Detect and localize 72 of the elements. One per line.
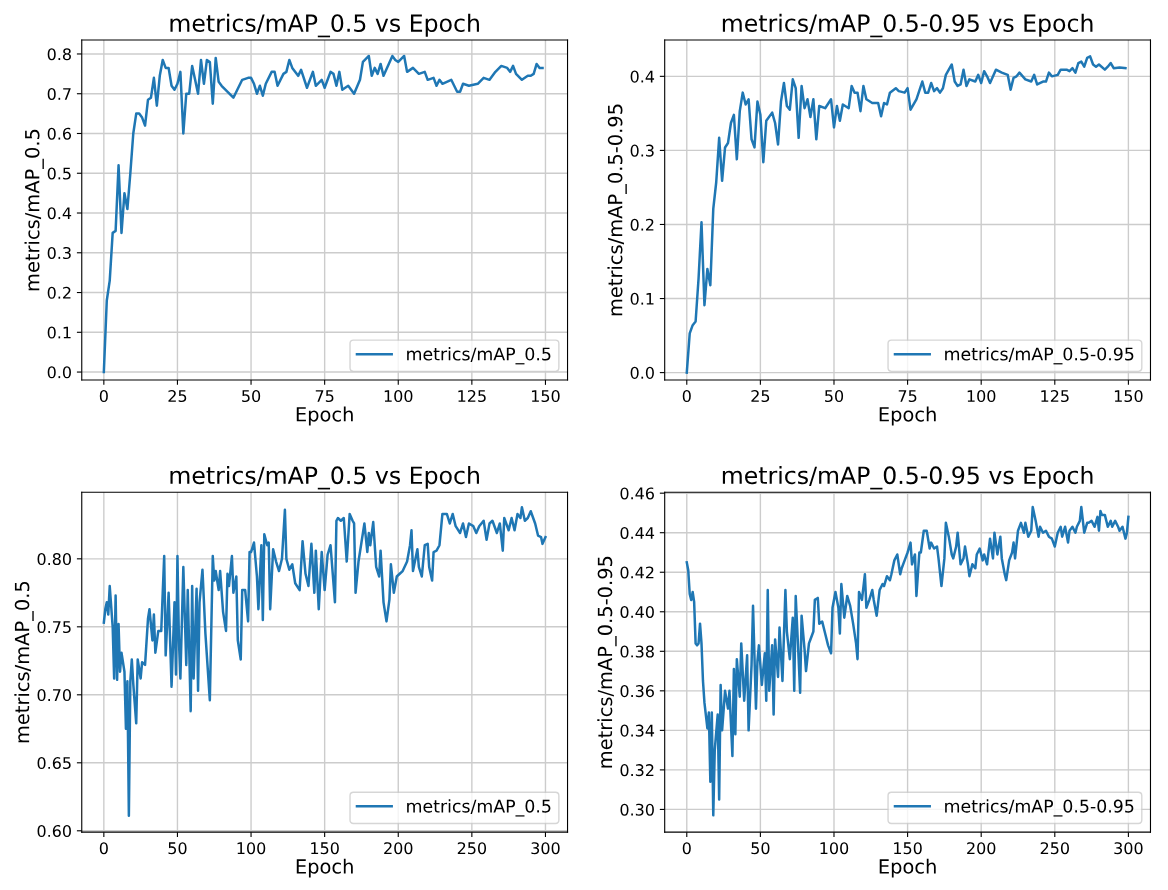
x-tick-label: 125 [458,390,486,403]
y-tick-label: 0.7 [47,87,71,101]
x-axis-title: Epoch [296,858,353,878]
y-axis-title: metrics/mAP_0.5-0.95 [607,104,627,316]
y-tick-label: 0.32 [620,764,654,777]
y-tick-label: 0.80 [37,553,71,566]
legend-label: metrics/mAP_0.5-0.95 [945,799,1134,817]
y-tick-label: 0.36 [620,685,654,698]
y-tick-label: 0.1 [47,326,71,339]
x-tick-label: 300 [1114,842,1143,855]
y-axis-title: metrics/mAP_0.5-0.95 [597,556,617,768]
x-axis-title: Epoch [296,406,353,426]
y-tick-label: 0.1 [630,292,654,305]
x-tick-label: 250 [457,842,487,855]
y-tick-label: 0.2 [630,218,654,231]
x-tick-label: 200 [967,842,996,855]
y-axis-title: metrics/mAP_0.5 [24,129,44,291]
legend-label: metrics/mAP_0.5 [407,799,551,817]
y-tick-label: 0.5 [47,167,71,180]
x-tick-label: 125 [1041,390,1069,403]
x-tick-label: 100 [237,842,266,855]
y-tick-label: 0.40 [620,605,654,619]
x-tick-label: 250 [1040,842,1069,855]
x-tick-label: 150 [531,390,560,403]
x-tick-label: 100 [384,390,413,403]
y-tick-label: 0.4 [47,207,72,220]
x-tick-label: 150 [1114,390,1143,403]
x-tick-label: 0 [99,390,108,403]
x-axis-title: Epoch [879,858,936,878]
x-tick-label: 150 [311,842,339,855]
y-tick-label: 0.38 [620,645,654,658]
y-tick-label: 0.42 [620,566,654,579]
x-tick-label: 100 [967,390,996,403]
chart-title: metrics/mAP_0.5 vs Epoch [170,465,479,490]
x-tick-label: 25 [751,390,770,403]
x-tick-label: 50 [825,390,844,403]
x-tick-label: 50 [168,842,187,855]
y-tick-label: 0.65 [37,757,71,770]
x-tick-label: 100 [820,842,849,855]
y-tick-label: 0.46 [620,487,654,500]
x-tick-label: 25 [168,390,187,403]
y-tick-label: 0.6 [47,127,72,140]
y-tick-label: 0.8 [47,48,71,61]
y-tick-label: 0.75 [37,621,71,634]
x-axis-title: Epoch [879,406,936,426]
y-tick-label: 0.3 [630,144,654,157]
y-tick-label: 0.34 [620,724,655,737]
y-tick-label: 0.3 [47,246,71,260]
x-tick-label: 50 [751,842,770,855]
chart-title: metrics/mAP_0.5-0.95 vs Epoch [722,13,1093,38]
y-axis-title: metrics/mAP_0.5 [14,581,34,743]
x-tick-label: 50 [242,390,261,403]
chart-title: metrics/mAP_0.5 vs Epoch [170,13,479,38]
x-tick-label: 0 [682,390,691,403]
x-tick-label: 75 [898,390,917,403]
y-tick-label: 0.0 [630,366,654,379]
x-tick-label: 300 [531,842,560,855]
y-tick-label: 0.44 [620,526,655,540]
y-tick-label: 0.2 [47,286,71,299]
x-tick-label: 150 [894,842,922,855]
x-tick-label: 200 [384,842,413,855]
y-tick-label: 0.0 [47,366,71,379]
chart-title: metrics/mAP_0.5-0.95 vs Epoch [722,465,1093,490]
x-tick-label: 0 [682,842,691,855]
y-tick-label: 0.30 [620,803,654,816]
y-tick-label: 0.4 [630,70,655,83]
y-tick-label: 0.70 [37,689,71,702]
x-tick-label: 0 [99,842,108,855]
legend-label: metrics/mAP_0.5-0.95 [945,347,1134,365]
legend-label: metrics/mAP_0.5 [407,347,551,365]
y-tick-label: 0.60 [37,825,71,838]
x-tick-label: 75 [315,390,334,403]
